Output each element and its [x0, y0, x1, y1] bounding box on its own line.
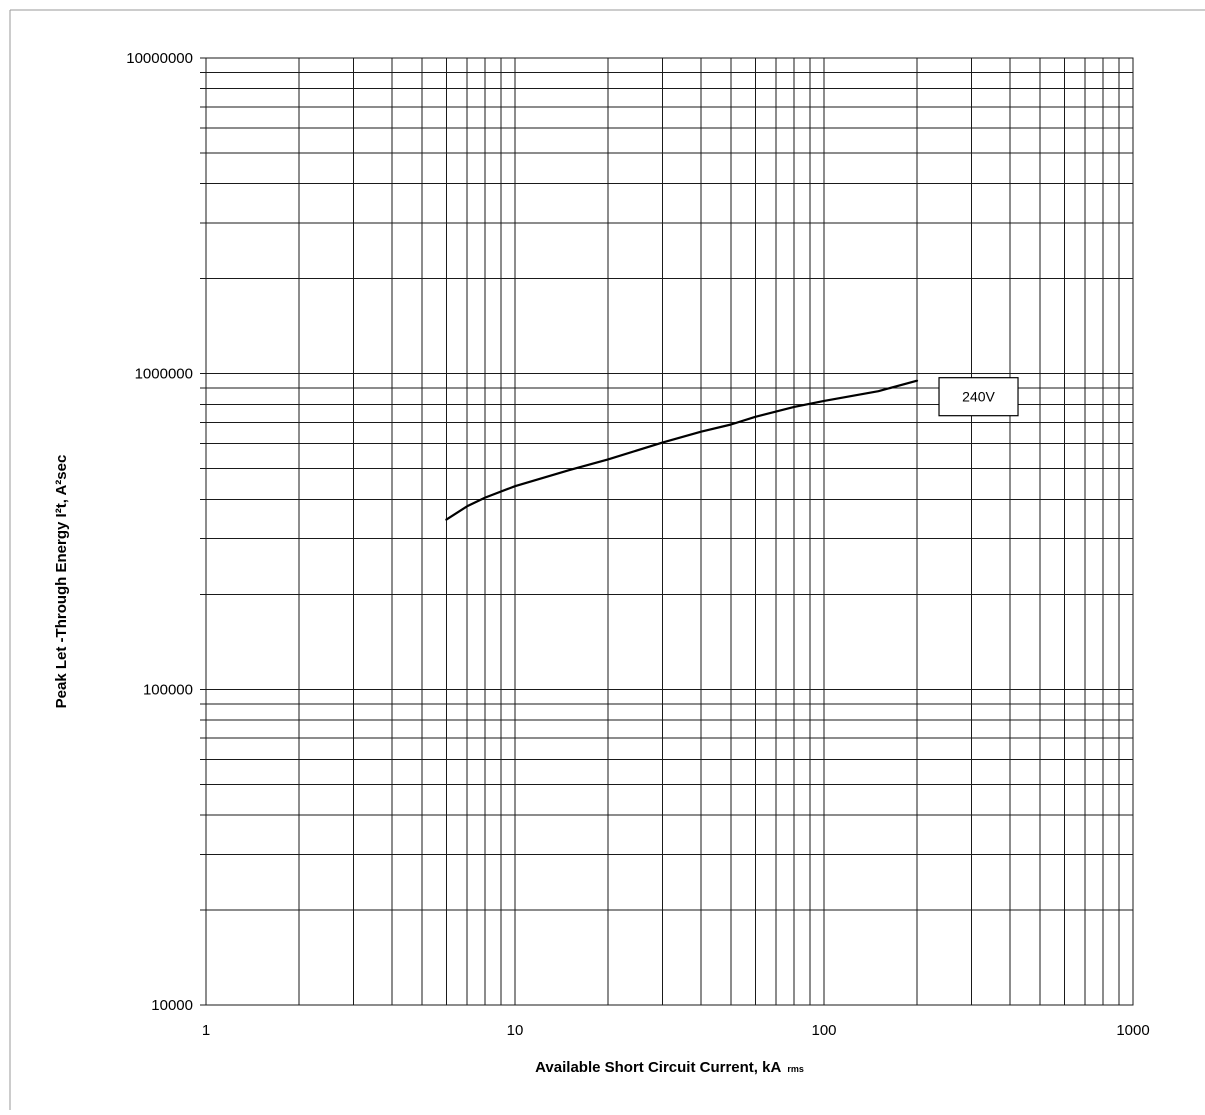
plot-area-border: [205, 57, 1134, 1006]
x-tick-label: 1: [202, 1022, 210, 1039]
series-labels: 240V: [938, 377, 1019, 417]
x-axis-title: Available Short Circuit Current, kA rms: [535, 1059, 804, 1076]
x-axis-title-main: Available Short Circuit Current, kA: [535, 1059, 781, 1076]
x-tick-label: 1000: [1116, 1022, 1149, 1039]
series-layer: [445, 379, 919, 521]
series-label-box: [938, 377, 1019, 417]
y-tick-label: 10000: [151, 997, 193, 1014]
y-axis-title: Peak Let -Through Energy I²t, A²sec: [53, 455, 70, 709]
y-tick-label: 100000: [143, 681, 193, 698]
x-axis-title-subscript: rms: [787, 1064, 804, 1074]
series-label-text: 240V: [962, 389, 995, 405]
grid: [200, 57, 1134, 1006]
image-frame: [9, 9, 1205, 1110]
x-axis-tick-labels: 1 10 100 1000: [202, 1022, 1150, 1039]
y-tick-label: 1000000: [135, 366, 193, 383]
series-label-240v: 240V: [938, 377, 1019, 417]
series-line-240v: [445, 379, 919, 521]
x-tick-label: 100: [811, 1022, 836, 1039]
y-axis-tick-labels: 10000 100000 1000000 10000000: [126, 50, 193, 1014]
y-tick-label: 10000000: [126, 50, 193, 67]
x-tick-label: 10: [507, 1022, 524, 1039]
